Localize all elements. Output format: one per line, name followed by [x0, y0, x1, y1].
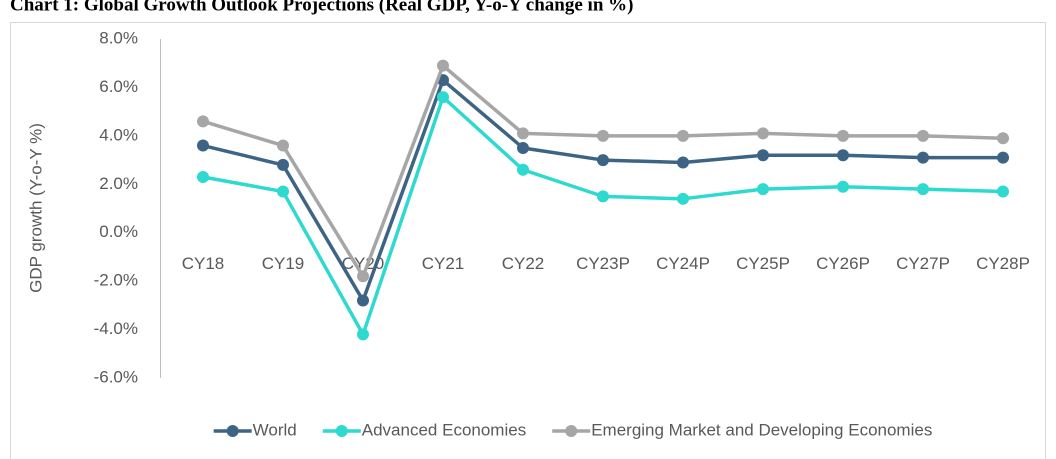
legend-label: Emerging Market and Developing Economies — [591, 420, 932, 439]
legend-marker — [335, 425, 348, 437]
data-point — [677, 129, 689, 142]
chart-title: Chart 1: Global Growth Outlook Projectio… — [10, 0, 633, 15]
data-point — [677, 192, 689, 205]
x-tick-label: CY26P — [816, 254, 870, 273]
data-point — [997, 151, 1009, 164]
y-axis-title: GDP growth (Y-o-Y %) — [26, 123, 45, 293]
data-point — [837, 149, 849, 162]
data-point — [517, 163, 529, 176]
x-tick-label: CY27P — [896, 254, 950, 273]
data-point — [757, 149, 769, 162]
data-point — [437, 91, 449, 104]
data-point — [837, 129, 849, 142]
data-point — [357, 328, 369, 341]
data-point — [517, 141, 529, 154]
y-tick-label: 6.0% — [99, 77, 138, 96]
legend-marker — [226, 425, 239, 437]
data-point — [757, 183, 769, 196]
y-tick-label: 0.0% — [99, 222, 138, 241]
legend-label: Advanced Economies — [362, 420, 526, 439]
x-tick-label: CY25P — [736, 254, 790, 273]
data-point — [597, 190, 609, 203]
y-tick-label: -2.0% — [94, 271, 138, 290]
y-tick-label: 8.0% — [99, 28, 138, 47]
data-point — [277, 139, 289, 152]
data-point — [917, 129, 929, 142]
data-point — [277, 185, 289, 198]
x-tick-label: CY18 — [182, 254, 225, 273]
data-point — [277, 158, 289, 171]
data-point — [997, 185, 1009, 198]
data-point — [837, 180, 849, 193]
data-point — [757, 127, 769, 140]
data-point — [677, 156, 689, 169]
legend-label: World — [253, 420, 297, 439]
data-point — [917, 151, 929, 164]
y-tick-label: 2.0% — [99, 174, 138, 193]
data-point — [997, 132, 1009, 145]
data-point — [197, 139, 209, 152]
x-tick-label: CY21 — [422, 254, 465, 273]
x-tick-label: CY24P — [656, 254, 710, 273]
data-point — [517, 127, 529, 140]
series-line — [202, 63, 1004, 279]
chart-border — [10, 22, 1046, 459]
y-tick-label: -4.0% — [94, 319, 138, 338]
x-tick-label: CY19 — [262, 254, 305, 273]
data-point — [197, 171, 209, 184]
y-tick-label: -6.0% — [94, 367, 138, 386]
data-point — [197, 115, 209, 128]
data-point — [597, 154, 609, 167]
data-point — [357, 270, 369, 283]
data-point — [917, 183, 929, 196]
data-point — [437, 59, 449, 72]
x-tick-label: CY23P — [576, 254, 630, 273]
x-tick-label: CY28P — [976, 254, 1030, 273]
legend-marker — [565, 425, 578, 437]
data-point — [597, 129, 609, 142]
x-tick-label: CY22 — [502, 254, 545, 273]
data-point — [357, 294, 369, 307]
y-tick-label: 4.0% — [99, 125, 138, 144]
